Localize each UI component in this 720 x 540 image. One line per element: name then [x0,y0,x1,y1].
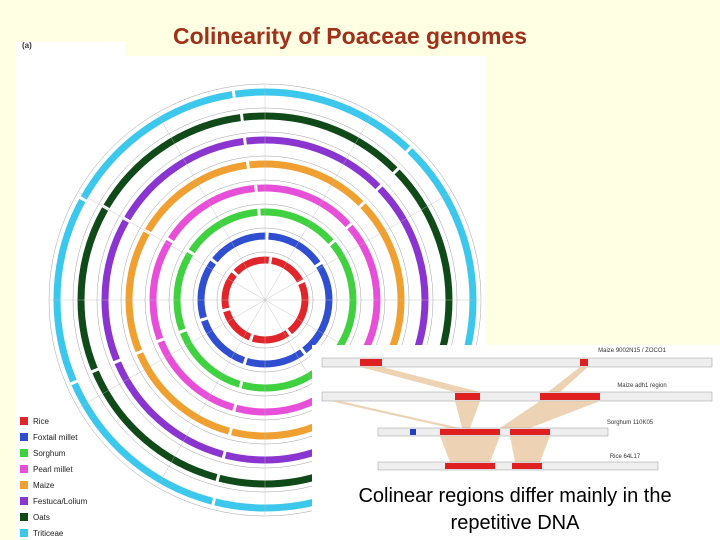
panel-label: (a) [22,41,32,50]
ring-outline [48,83,482,517]
legend-swatch [20,497,28,505]
spoke [78,192,266,301]
legend-swatch [20,513,28,521]
title: Colinearity of Poaceae genomes [173,23,527,49]
legend-label: Oats [33,513,50,522]
legend-label: Sorghum [33,449,66,458]
legend-swatch [20,433,28,441]
spoke [157,299,266,487]
legend-swatch [20,465,28,473]
legend-label: Foxtail millet [33,433,78,442]
legend: Rice Foxtail millet Sorghum Pearl millet Mai… [20,417,88,538]
spoke [264,113,373,301]
inset-diagram [321,357,713,471]
legend-swatch [20,417,28,425]
inset-label: Sorghum 110K05 [607,420,654,426]
legend-swatch [20,449,28,457]
inset-label: Rice 64L17 [610,454,641,460]
spoke [78,299,266,408]
inset-label: Maize adh1 region [617,383,666,389]
spoke [157,113,266,301]
inset-label: Maize 9002N15 / ZOCO1 [598,348,666,354]
legend-label: Maize [33,481,55,490]
legend-label: Triticeae [33,529,64,538]
legend-swatch [20,481,28,489]
legend-label: Festuca/Lolium [33,497,88,506]
caption-line: repetitive DNA [451,512,581,534]
legend-label: Pearl millet [33,465,73,474]
title-backing [125,20,575,56]
legend-label: Rice [33,417,50,426]
ring-diagram [48,83,482,517]
legend-swatch [20,529,28,537]
caption-line: Colinear regions differ mainly in the [358,485,671,507]
spoke [264,192,452,301]
